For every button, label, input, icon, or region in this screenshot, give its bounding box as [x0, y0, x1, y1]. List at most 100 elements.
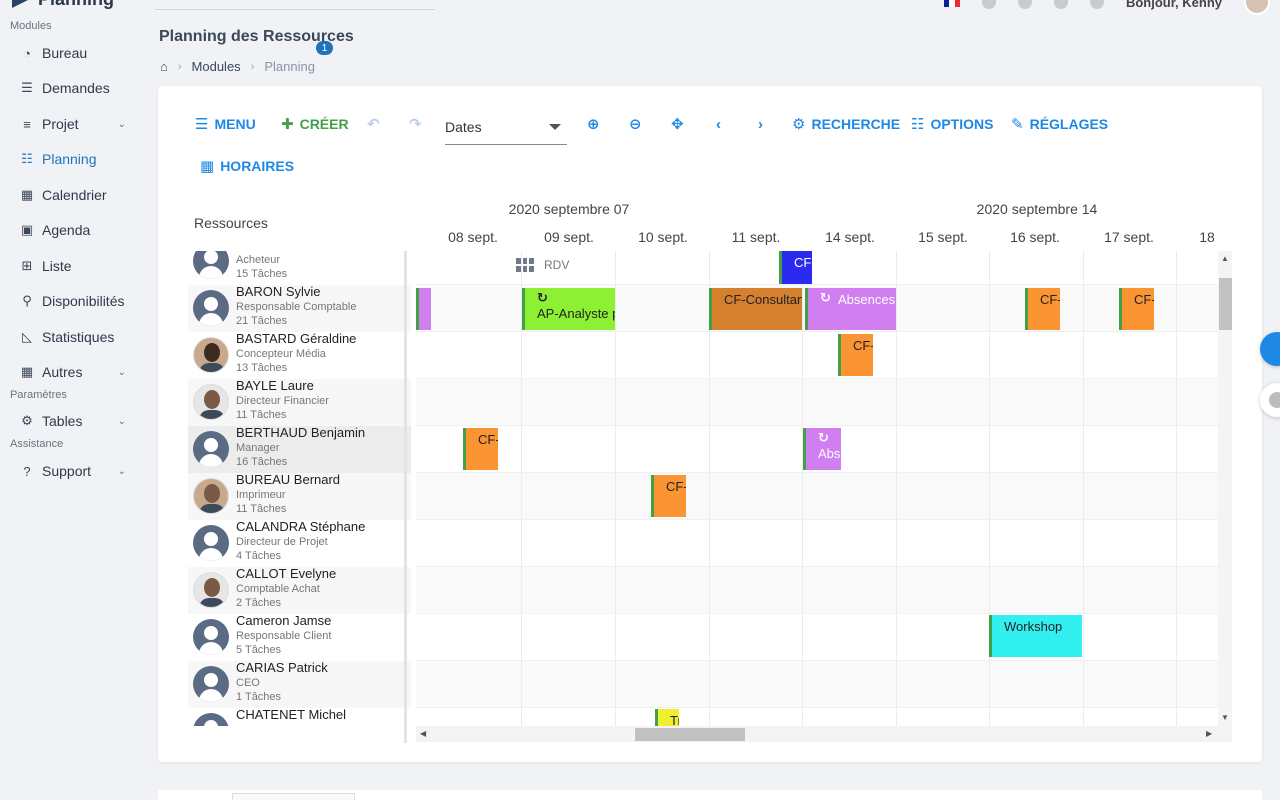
fit-button[interactable]: ✥: [671, 112, 684, 136]
apps-icon[interactable]: [1017, 0, 1032, 9]
sidebar-item-disponibilites[interactable]: ⚲ Disponibilités: [20, 289, 130, 313]
planning-event[interactable]: ↻Abse: [803, 428, 841, 470]
sidebar-item-autres[interactable]: ▦ Autres ⌄: [20, 360, 130, 384]
rdv-marker[interactable]: RDV: [516, 251, 569, 279]
grid-row[interactable]: [416, 661, 1218, 708]
planning-event[interactable]: CF-C: [838, 334, 873, 376]
vertical-scroll-thumb[interactable]: [1219, 278, 1232, 330]
messages-icon[interactable]: [1053, 0, 1068, 9]
user-avatar[interactable]: [1244, 0, 1270, 15]
resource-row[interactable]: Cameron Jamse Responsable Client 5 Tâches: [188, 613, 411, 661]
sidebar-item-calendrier[interactable]: ▦ Calendrier: [20, 183, 130, 207]
search-button[interactable]: ⚙ RECHERCHE: [792, 116, 901, 133]
french-flag-icon[interactable]: [943, 0, 960, 7]
grid-row[interactable]: [416, 379, 1218, 426]
resource-role: Imprimeur: [236, 489, 286, 501]
resource-row[interactable]: CALLOT Evelyne Comptable Achat 2 Tâches: [188, 566, 411, 614]
planning-event[interactable]: CF-C: [463, 428, 498, 470]
resource-row[interactable]: CARIAS Patrick CEO 1 Tâches: [188, 660, 411, 708]
grid-row[interactable]: [416, 567, 1218, 614]
gauge-icon: ◔: [23, 45, 31, 61]
sidebar-item-bureau[interactable]: ◔ Bureau: [20, 41, 130, 65]
vertical-scrollbar[interactable]: ▲ ▼: [1218, 251, 1232, 726]
planning-event[interactable]: CF-C: [1025, 288, 1060, 330]
schedules-button[interactable]: ▦ HORAIRES: [200, 158, 295, 175]
grid-row[interactable]: [416, 426, 1218, 473]
zoom-out-button[interactable]: ⊖: [629, 112, 642, 136]
scroll-up-icon[interactable]: ▲: [1221, 254, 1229, 263]
sidebar-item-statistiques[interactable]: ◺ Statistiques: [20, 325, 130, 349]
resource-row[interactable]: BARON Sylvie Responsable Comptable 21 Tâch…: [188, 284, 411, 332]
chevron-right-icon: ›: [250, 60, 255, 73]
zoom-in-button[interactable]: ⊕: [587, 112, 600, 136]
horizontal-scroll-thumb[interactable]: [635, 728, 745, 741]
floating-action-button[interactable]: [1260, 332, 1280, 366]
planning-event[interactable]: CF-Consultant: [709, 288, 802, 330]
grid-row[interactable]: [416, 614, 1218, 661]
planning-event[interactable]: ↻ AP-Analyste p: [522, 288, 615, 330]
chevron-down-icon[interactable]: ⌄: [117, 415, 126, 427]
grid-row[interactable]: [416, 473, 1218, 520]
planning-event[interactable]: CF-C: [1119, 288, 1154, 330]
sidebar-item-planning[interactable]: ☷ Planning: [20, 147, 130, 171]
menu-button[interactable]: ☰ MENU: [195, 116, 256, 133]
resource-row[interactable]: BUREAU Bernard Imprimeur 11 Tâches: [188, 472, 411, 520]
sidebar-item-projet[interactable]: ≡ Projet ⌄: [20, 112, 130, 136]
bottom-tab[interactable]: [232, 793, 355, 800]
grid-row[interactable]: [416, 332, 1218, 379]
resource-row[interactable]: AUTIN Antoine Acheteur 15 Tâches: [188, 251, 411, 285]
chevron-down-icon[interactable]: ⌄: [117, 366, 126, 378]
resource-name: CALLOT Evelyne: [236, 566, 337, 581]
avatar: [193, 525, 229, 561]
breadcrumb-modules[interactable]: Modules: [191, 59, 241, 74]
planning-event[interactable]: ↻ Absences: [805, 288, 896, 330]
undo-button[interactable]: ↶: [367, 112, 380, 136]
resource-row[interactable]: BERTHAUD Benjamin Manager 16 Tâches: [188, 425, 411, 473]
sidebar-item-liste[interactable]: ⊞ Liste: [20, 254, 130, 278]
previous-button[interactable]: ‹: [716, 112, 721, 136]
breadcrumb-planning: Planning: [264, 59, 315, 74]
resource-row[interactable]: BAYLE Laure Directeur Financier 11 Tâches: [188, 378, 411, 426]
scroll-right-icon[interactable]: ▶: [1206, 729, 1213, 738]
horizontal-scrollbar[interactable]: ◀ ▶: [416, 726, 1232, 742]
home-icon[interactable]: ⌂: [160, 59, 168, 74]
planning-event[interactable]: CF-C: [651, 475, 686, 517]
sidebar-item-support[interactable]: ? Support ⌄: [20, 459, 130, 483]
planning-event[interactable]: Tr: [655, 709, 679, 726]
day-gridline: [615, 251, 616, 726]
grid-row[interactable]: [416, 708, 1218, 726]
chevron-down-icon[interactable]: ⌄: [117, 118, 126, 130]
user-greeting[interactable]: Bonjour, Kenny: [1125, 0, 1222, 10]
floating-settings-button[interactable]: [1260, 383, 1280, 417]
grid-row[interactable]: [416, 251, 1218, 285]
options-button[interactable]: ☷ OPTIONS: [911, 116, 994, 133]
planning-event[interactable]: Workshop: [989, 615, 1082, 657]
resource-role: Comptable Achat: [236, 583, 320, 595]
resource-row[interactable]: CALANDRA Stéphane Directeur de Projet 4 Tâ…: [188, 519, 411, 567]
create-button[interactable]: ✚ CRÉER: [281, 116, 349, 133]
scroll-down-icon[interactable]: ▼: [1221, 713, 1229, 722]
sidebar-section-title: Paramètres: [10, 389, 67, 401]
dates-select[interactable]: Dates: [445, 109, 567, 145]
planning-event[interactable]: CF-: [779, 251, 812, 284]
resource-name: AUTIN Antoine: [236, 251, 322, 252]
scroll-left-icon[interactable]: ◀: [420, 729, 427, 738]
sidebar-item-demandes[interactable]: ☰ Demandes: [20, 76, 130, 100]
next-button[interactable]: ›: [758, 112, 763, 136]
redo-button[interactable]: ↷: [409, 112, 422, 136]
sidebar-item-agenda[interactable]: ▣ Agenda: [20, 218, 130, 242]
resource-row[interactable]: CHATENET Michel: [188, 707, 411, 726]
notification-icon[interactable]: [981, 0, 996, 9]
settings-button[interactable]: ✎ RÉGLAGES: [1011, 116, 1109, 133]
splitter[interactable]: [404, 251, 407, 743]
resource-row[interactable]: BASTARD Géraldine Concepteur Média 13 Tâch…: [188, 331, 411, 379]
sidebar-item-tables[interactable]: ⚙ Tables ⌄: [20, 409, 130, 433]
chevron-down-icon[interactable]: ⌄: [117, 465, 126, 477]
app-logo[interactable]: Planning: [12, 0, 114, 10]
planning-event[interactable]: es: [416, 288, 431, 330]
grid-row[interactable]: [416, 520, 1218, 567]
sidebar-item-label: Agenda: [42, 222, 91, 238]
day-gridline: [802, 251, 803, 726]
tasks-icon[interactable]: [1089, 0, 1104, 9]
